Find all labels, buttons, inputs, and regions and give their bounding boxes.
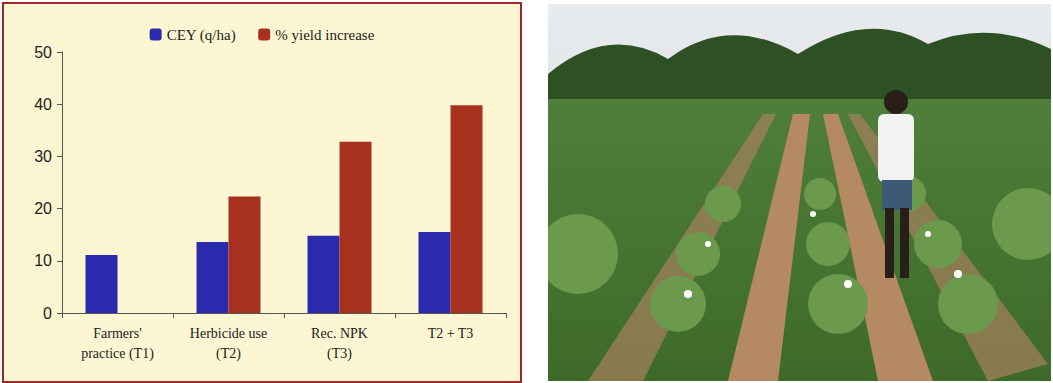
svg-text:Rec. NPK: Rec. NPK bbox=[311, 326, 368, 341]
svg-text:50: 50 bbox=[34, 44, 52, 61]
svg-text:10: 10 bbox=[34, 252, 52, 269]
svg-text:(T3): (T3) bbox=[327, 346, 352, 362]
svg-text:CEY (q/ha): CEY (q/ha) bbox=[167, 27, 236, 44]
svg-text:Farmers': Farmers' bbox=[93, 326, 141, 341]
svg-text:30: 30 bbox=[34, 148, 52, 165]
svg-text:(T2): (T2) bbox=[216, 346, 241, 362]
svg-text:20: 20 bbox=[34, 200, 52, 217]
svg-text:Herbicide use: Herbicide use bbox=[190, 326, 267, 341]
svg-text:0: 0 bbox=[43, 305, 52, 322]
svg-text:T2 + T3: T2 + T3 bbox=[428, 326, 474, 341]
svg-text:40: 40 bbox=[34, 96, 52, 113]
svg-text:practice (T1): practice (T1) bbox=[81, 346, 154, 362]
svg-text:% yield increase: % yield increase bbox=[275, 27, 374, 43]
